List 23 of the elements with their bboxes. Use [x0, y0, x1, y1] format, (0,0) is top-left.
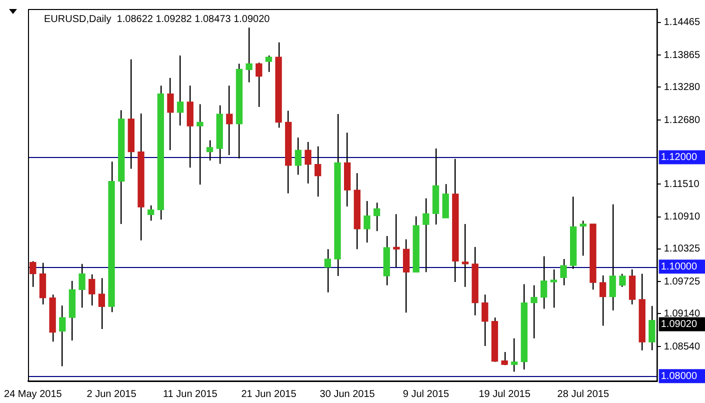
x-tick-label: 28 Jul 2015	[557, 388, 610, 400]
x-tick-label: 30 Jun 2015	[320, 388, 376, 400]
y-tick-label: 1.12680	[664, 114, 700, 126]
y-tick-label: 1.10325	[664, 244, 700, 255]
y-tick-label: 1.09140	[664, 308, 700, 320]
y-tick-label: 1.11510	[664, 178, 700, 190]
x-tick-label: 21 Jun 2015	[241, 388, 297, 400]
y-tick-label: 1.09725	[664, 276, 700, 288]
y-tick-label: 1.13280	[664, 82, 700, 93]
x-tick-label: 11 Jun 2015	[162, 388, 218, 400]
y-tick-label: 1.14465	[664, 17, 700, 28]
y-tick-label: 1.13865	[664, 50, 700, 61]
x-tick-label: 19 Jul 2015	[478, 388, 531, 400]
x-tick-label: 24 May 2015	[4, 388, 62, 400]
text: EURUSD,Daily 1.08622 1.09282 1.08473 1.09020	[44, 14, 270, 25]
x-tick-label: 2 Jun 2015	[86, 388, 137, 400]
y-tick-label: 1.08540	[664, 341, 700, 352]
x-tick-label: 9 Jul 2015	[402, 388, 450, 400]
y-tick-label: 1.10910	[664, 212, 700, 223]
text: 1.09020	[660, 319, 698, 330]
ref-line-label: 1.12000	[660, 152, 698, 164]
ref-line-label: 1.10000	[660, 261, 698, 272]
ref-line-label: 1.08000	[660, 370, 698, 382]
